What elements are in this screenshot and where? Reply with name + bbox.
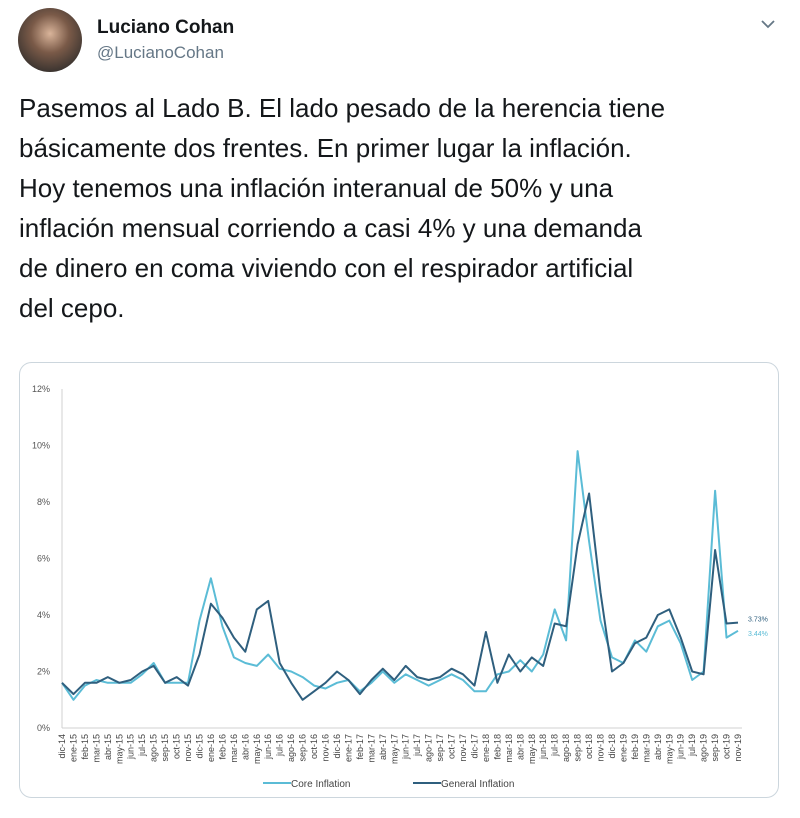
x-tick-label: mar-19 — [641, 734, 651, 763]
x-tick-label: feb-16 — [217, 734, 227, 760]
x-tick-label: ago-15 — [149, 734, 159, 762]
x-tick-label: feb-17 — [355, 734, 365, 760]
legend-label: Core Inflation — [291, 779, 350, 790]
x-tick-label: jul-18 — [550, 734, 560, 757]
x-tick-label: jun-16 — [263, 734, 273, 760]
x-tick-label: sep-18 — [573, 734, 583, 762]
menu-chevron[interactable] — [761, 20, 775, 29]
x-tick-label: oct-16 — [309, 734, 319, 759]
x-tick-label: oct-19 — [722, 734, 732, 759]
x-tick-label: sep-16 — [298, 734, 308, 762]
tweet-line: Pasemos al Lado B. El lado pesado de la … — [19, 93, 666, 123]
x-tick-label: nov-18 — [596, 734, 606, 762]
x-tick-label: mar-18 — [504, 734, 514, 763]
x-tick-label: dic-17 — [469, 734, 479, 759]
x-tick-label: ene-19 — [618, 734, 628, 762]
x-tick-label: oct-15 — [172, 734, 182, 759]
x-tick-label: jun-18 — [538, 734, 548, 760]
tweet-line: de dinero en coma viviendo con el respir… — [19, 253, 634, 283]
x-tick-label: feb-19 — [630, 734, 640, 760]
x-tick-label: nov-19 — [733, 734, 743, 762]
x-tick-label: dic-14 — [57, 734, 67, 759]
x-tick-label: may-16 — [252, 734, 262, 764]
x-tick-label: may-18 — [527, 734, 537, 764]
x-tick-label: may-19 — [664, 734, 674, 764]
x-tick-label: feb-18 — [492, 734, 502, 760]
x-tick-label: abr-15 — [103, 734, 113, 760]
legend-label: General Inflation — [441, 779, 514, 790]
x-tick-label: abr-16 — [240, 734, 250, 760]
series-line — [61, 492, 739, 701]
y-tick-label: 12% — [32, 384, 50, 394]
x-tick-label: oct-18 — [584, 734, 594, 759]
tweet-line: inflación mensual corriendo a casi 4% y … — [19, 213, 642, 243]
y-tick-label: 6% — [37, 554, 50, 564]
x-tick-label: oct-17 — [447, 734, 457, 759]
x-tick-label: jul-19 — [687, 734, 697, 757]
x-tick-label: jun-15 — [126, 734, 136, 760]
tweet-line: del cepo. — [19, 293, 125, 323]
y-tick-label: 2% — [37, 667, 50, 677]
x-tick-label: dic-16 — [332, 734, 342, 759]
x-tick-label: nov-17 — [458, 734, 468, 762]
x-tick-label: jun-19 — [676, 734, 686, 760]
x-tick-label: feb-15 — [80, 734, 90, 760]
x-tick-label: mar-16 — [229, 734, 239, 763]
x-tick-label: sep-17 — [435, 734, 445, 762]
x-tick-label: may-15 — [114, 734, 124, 764]
x-tick-label: ene-17 — [343, 734, 353, 762]
x-tick-label: ago-16 — [286, 734, 296, 762]
avatar[interactable] — [18, 8, 82, 72]
x-tick-label: jul-17 — [412, 734, 422, 757]
x-tick-label: ene-16 — [206, 734, 216, 762]
x-tick-label: jul-15 — [137, 734, 147, 757]
x-tick-label: nov-16 — [321, 734, 331, 762]
x-tick-label: ene-15 — [68, 734, 78, 762]
x-tick-label: jul-16 — [275, 734, 285, 757]
x-tick-label: ene-18 — [481, 734, 491, 762]
tweet-line: Hoy tenemos una inflación interanual de … — [19, 173, 614, 203]
y-tick-label: 10% — [32, 441, 50, 451]
x-tick-label: sep-15 — [160, 734, 170, 762]
tweet-text: Pasemos al Lado B. El lado pesado de la … — [19, 88, 665, 328]
x-tick-label: mar-17 — [366, 734, 376, 763]
x-tick-label: sep-19 — [710, 734, 720, 762]
x-tick-label: may-17 — [389, 734, 399, 764]
x-tick-label: nov-15 — [183, 734, 193, 762]
media-card[interactable] — [19, 362, 779, 798]
x-tick-label: ago-17 — [424, 734, 434, 762]
x-tick-label: abr-17 — [378, 734, 388, 760]
y-tick-label: 4% — [37, 610, 50, 620]
x-tick-label: abr-19 — [653, 734, 663, 760]
x-tick-label: mar-15 — [91, 734, 101, 763]
value-label: 3.44% — [748, 631, 768, 638]
y-tick-label: 8% — [37, 497, 50, 507]
y-tick-label: 0% — [37, 723, 50, 733]
value-label: 3.73% — [748, 617, 768, 624]
x-tick-label: abr-18 — [515, 734, 525, 760]
x-tick-label: jun-17 — [401, 734, 411, 760]
x-tick-label: dic-18 — [607, 734, 617, 759]
x-tick-label: ago-18 — [561, 734, 571, 762]
x-tick-label: dic-15 — [194, 734, 204, 759]
user-handle[interactable]: @LucianoCohan — [97, 43, 224, 62]
tweet-line: básicamente dos frentes. En primer lugar… — [19, 133, 632, 163]
user-name[interactable]: Luciano Cohan — [97, 17, 235, 38]
x-tick-label: ago-19 — [699, 734, 709, 762]
